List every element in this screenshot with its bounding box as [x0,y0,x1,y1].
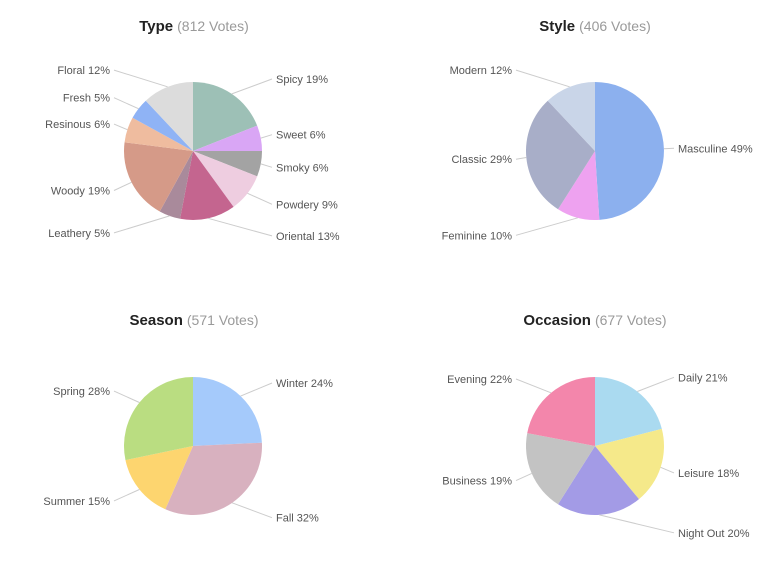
label-leader-line [660,466,675,474]
slice-label: Fall 32% [276,513,319,525]
pie-slice-daily[interactable] [595,377,662,446]
pie-slice-modern[interactable] [547,82,595,151]
chart-title-text: Occasion [523,312,591,329]
pie-slice-floral[interactable] [145,82,193,151]
pie-slice-evening[interactable] [527,377,595,446]
slice-label: Sweet 6% [276,130,326,142]
chart-title-text: Season [130,312,183,329]
chart-votes: (812 Votes) [177,18,249,34]
label-leader-line [599,514,675,534]
label-leader-line [515,69,570,88]
slice-label: Leisure 18% [678,468,739,480]
pie-slice-oriental[interactable] [180,151,234,221]
label-leader-line [113,123,128,131]
slice-label: Spicy 19% [276,74,328,86]
slice-label: Floral 12% [57,65,110,77]
chart-type: Type (812 Votes) Spicy 19% Sweet 6% Smoky 6… [45,18,340,243]
slice-label: Winter 24% [276,378,333,390]
label-leader-line [231,78,273,95]
pie-slice-night-out[interactable] [558,446,639,516]
pie-slice-spring[interactable] [123,377,193,461]
pie-slice-sweet[interactable] [193,125,262,151]
label-leader-line [247,192,273,205]
chart-occasion-slices: Daily 21% Leisure 18% Night Out 20% Evening… [442,372,749,540]
pie-slice-resinous[interactable] [124,117,193,151]
label-leader-line [260,163,273,168]
chart-votes: (677 Votes) [595,312,667,328]
chart-season-slices: Winter 24% Fall 32% Spring 28% Summer 15% [43,377,333,525]
slice-label: Fresh 5% [63,93,110,105]
pie-slice-classic[interactable] [526,100,595,210]
slice-label: Oriental 13% [276,231,340,243]
label-leader-line [637,376,675,392]
label-leader-line [515,378,552,394]
slice-label: Summer 15% [43,496,110,508]
pie-slice-winter[interactable] [193,377,262,446]
chart-season: Season (571 Votes) Winter 24% Fall 32% Spri… [43,312,333,525]
chart-style: Style (406 Votes) Masculine 49% Modern 12%… [442,18,753,242]
pie-slice-leisure[interactable] [595,428,664,500]
chart-title-text: Type [139,18,173,35]
label-leader-line [113,97,139,110]
chart-title: Style (406 Votes) [539,18,650,35]
chart-occasion: Occasion (677 Votes) Daily 21% Leisure 18%… [442,312,749,540]
slice-label: Evening 22% [447,374,512,386]
slice-label: Daily 21% [678,372,728,384]
chart-title: Type (812 Votes) [139,18,249,35]
pie-slice-leathery[interactable] [159,151,193,219]
pie-slice-powdery[interactable] [193,151,258,207]
slice-label: Leathery 5% [48,228,110,240]
pie-slice-fall[interactable] [165,442,262,515]
slice-label: Night Out 20% [678,528,750,540]
pie-slice-masculine[interactable] [595,82,664,220]
slice-label: Business 19% [442,476,512,488]
slice-label: Resinous 6% [45,119,110,131]
slice-label: Modern 12% [450,65,513,77]
label-leader-line [663,147,675,150]
label-leader-line [515,217,578,236]
label-leader-line [515,472,532,482]
slice-label: Feminine 10% [442,230,513,242]
label-leader-line [260,134,273,139]
chart-votes: (406 Votes) [579,18,651,34]
pie-slice-feminine[interactable] [558,151,600,220]
chart-type-slices: Spicy 19% Sweet 6% Smoky 6% Powdery 9% Orien… [45,65,340,243]
chart-title: Occasion (677 Votes) [523,312,666,329]
chart-votes: (571 Votes) [187,312,259,328]
pie-slice-summer[interactable] [125,446,193,510]
chart-style-slices: Masculine 49% Modern 12% Classic 29% Femini… [442,65,753,242]
slice-label: Smoky 6% [276,162,329,174]
label-leader-line [515,157,527,160]
pie-slice-fresh[interactable] [132,100,193,151]
label-leader-line [113,489,140,502]
chart-title: Season (571 Votes) [130,312,259,329]
label-leader-line [240,382,273,397]
label-leader-line [231,502,273,519]
pie-slice-smoky[interactable] [193,151,262,177]
slice-label: Spring 28% [53,386,110,398]
pie-slice-business[interactable] [525,433,595,505]
slice-label: Woody 19% [51,186,110,198]
slice-label: Powdery 9% [276,199,338,211]
slice-label: Classic 29% [451,154,512,166]
label-leader-line [113,215,170,234]
chart-title-text: Style [539,18,575,35]
label-leader-line [113,181,132,191]
label-leader-line [113,69,168,88]
label-leader-line [207,217,273,237]
pie-slice-woody[interactable] [123,142,193,212]
label-leader-line [113,390,140,403]
pie-slice-spicy[interactable] [193,82,258,151]
slice-label: Masculine 49% [678,143,753,155]
